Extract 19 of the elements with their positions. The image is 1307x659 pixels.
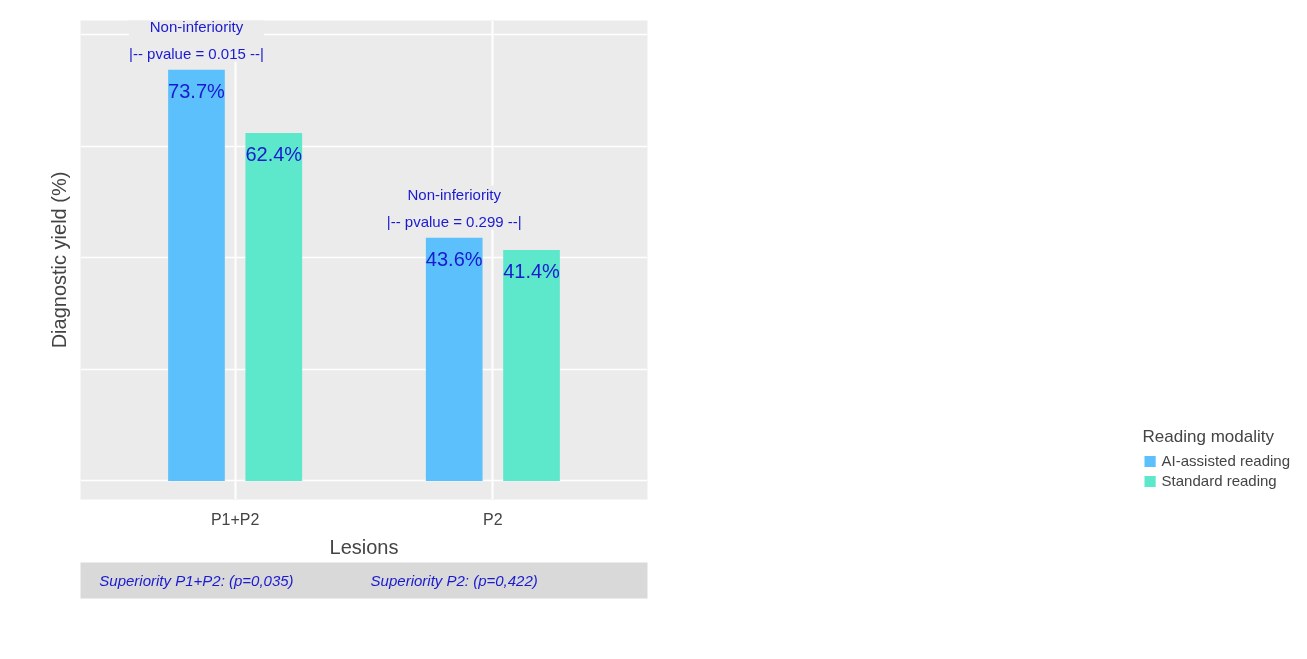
bar — [245, 132, 303, 481]
bar — [168, 69, 225, 481]
annotation: Non-inferiority |-- pvalue = 0.299 --| — [386, 185, 522, 230]
y-axis-title: Diagnostic yield (%) — [47, 171, 70, 349]
text: Superiority P2: (p=0,422) — [370, 572, 538, 589]
bar — [425, 237, 483, 481]
x-tick-label: P2 — [483, 510, 503, 528]
data-label: 41.4% — [503, 260, 561, 283]
data-label: 62.4% — [245, 142, 303, 165]
x-axis-title: Lesions — [329, 535, 399, 558]
legend-label: AI-assisted reading — [1161, 452, 1290, 469]
text: Superiority P1+P2: (p=0,035) — [99, 572, 294, 589]
data-label: 43.6% — [425, 247, 483, 270]
bar — [503, 250, 560, 481]
legend-title: Reading modality — [1142, 427, 1275, 447]
x-tick-label: P1+P2 — [210, 510, 260, 528]
text: Non-inferiority |-- pvalue = 0.015 --| — [129, 17, 264, 62]
data-label: 73.7% — [168, 79, 226, 102]
legend-label: Standard reading — [1161, 472, 1277, 489]
